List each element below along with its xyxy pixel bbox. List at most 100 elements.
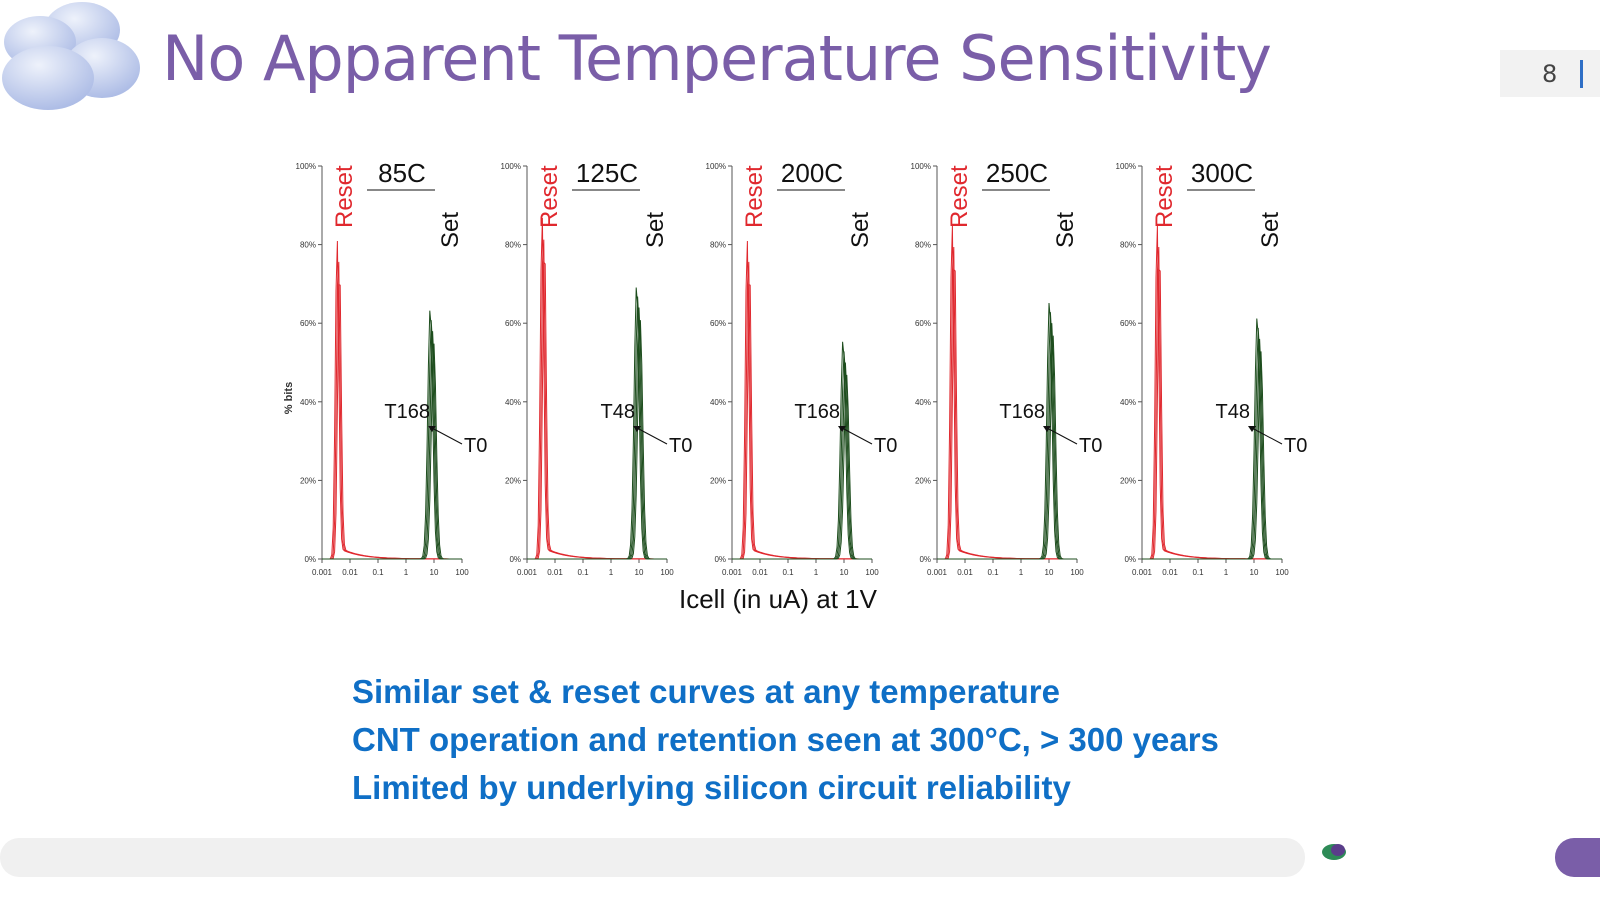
t0-label: T0 xyxy=(464,435,487,457)
arrow-head xyxy=(633,426,641,432)
x-tick-label: 0.001 xyxy=(722,568,743,577)
arrow-head xyxy=(1043,426,1051,432)
y-tick-label: 80% xyxy=(915,241,931,250)
reset-label: Reset xyxy=(1151,165,1178,228)
x-tick-label: 0.01 xyxy=(547,568,563,577)
time-label: T168 xyxy=(999,401,1045,423)
y-tick-label: 100% xyxy=(911,162,931,171)
x-tick-label: 0.1 xyxy=(577,568,589,577)
time-arrow xyxy=(1251,427,1283,445)
footer-logo-part xyxy=(1331,844,1345,856)
temperature-label: 300C xyxy=(1191,158,1253,188)
arrow-head xyxy=(838,426,846,432)
y-tick-label: 40% xyxy=(710,398,726,407)
y-tick-label: 80% xyxy=(710,241,726,250)
y-tick-label: 60% xyxy=(915,319,931,328)
temperature-label: 85C xyxy=(378,158,426,188)
y-tick-label: 20% xyxy=(710,476,726,485)
y-tick-label: 0% xyxy=(304,555,316,564)
set-label: Set xyxy=(1052,212,1079,248)
distribution-curve xyxy=(322,343,462,560)
x-tick-label: 0.001 xyxy=(927,568,948,577)
y-tick-label: 0% xyxy=(919,555,931,564)
x-tick-label: 0.1 xyxy=(1192,568,1204,577)
distribution-curve xyxy=(322,283,462,560)
time-label: T48 xyxy=(601,401,635,423)
x-tick-label: 0.1 xyxy=(782,568,794,577)
y-tick-label: 80% xyxy=(300,241,316,250)
x-tick-label: 0.001 xyxy=(1132,568,1153,577)
time-arrow xyxy=(841,427,873,445)
y-tick-label: 100% xyxy=(1116,162,1136,171)
time-arrow xyxy=(1046,427,1078,445)
time-label: T48 xyxy=(1216,401,1250,423)
y-tick-label: 100% xyxy=(501,162,521,171)
y-tick-label: 20% xyxy=(505,476,521,485)
t0-label: T0 xyxy=(669,435,692,457)
y-tick-label: 40% xyxy=(505,398,521,407)
x-tick-label: 0.1 xyxy=(372,568,384,577)
y-tick-label: 100% xyxy=(296,162,316,171)
bullet-list: Similar set & reset curves at any temper… xyxy=(352,668,1219,812)
time-arrow xyxy=(431,427,463,445)
y-tick-label: 0% xyxy=(1124,555,1136,564)
x-tick-label: 1 xyxy=(814,568,819,577)
x-tick-label: 1 xyxy=(1019,568,1024,577)
y-tick-label: 0% xyxy=(509,555,521,564)
y-tick-label: 60% xyxy=(300,319,316,328)
time-arrow xyxy=(636,427,668,445)
distribution-curve xyxy=(732,374,872,560)
time-label: T168 xyxy=(384,401,430,423)
y-tick-label: 20% xyxy=(300,476,316,485)
y-tick-label: 100% xyxy=(706,162,726,171)
x-tick-label: 100 xyxy=(1070,568,1084,577)
y-tick-label: 60% xyxy=(1120,319,1136,328)
y-tick-label: 40% xyxy=(915,398,931,407)
x-tick-label: 0.01 xyxy=(342,568,358,577)
distribution-curve xyxy=(527,320,667,560)
distribution-curve xyxy=(1142,351,1282,560)
t0-label: T0 xyxy=(1079,435,1102,457)
bullet: Limited by underlying silicon circuit re… xyxy=(352,769,1071,806)
t0-label: T0 xyxy=(874,435,897,457)
bullet: Similar set & reset curves at any temper… xyxy=(352,673,1061,710)
cloud-logo xyxy=(2,2,140,110)
arrow-head xyxy=(1248,426,1256,432)
x-axis-label: Icell (in uA) at 1V xyxy=(679,584,878,614)
x-tick-label: 100 xyxy=(865,568,879,577)
x-tick-label: 1 xyxy=(1224,568,1229,577)
x-tick-label: 10 xyxy=(1045,568,1054,577)
y-tick-label: 40% xyxy=(1120,398,1136,407)
t0-label: T0 xyxy=(1284,435,1307,457)
x-tick-label: 0.001 xyxy=(517,568,538,577)
distribution-curve xyxy=(322,331,462,560)
x-tick-label: 0.001 xyxy=(312,568,333,577)
temperature-label: 125C xyxy=(576,158,638,188)
distribution-curve xyxy=(937,268,1077,560)
set-label: Set xyxy=(1257,212,1284,248)
temperature-label: 200C xyxy=(781,158,843,188)
temperature-label: 250C xyxy=(986,158,1048,188)
set-label: Set xyxy=(437,212,464,248)
footer-bar xyxy=(0,838,1305,877)
y-tick-label: 60% xyxy=(505,319,521,328)
arrow-head xyxy=(428,426,436,432)
y-tick-label: 20% xyxy=(1120,476,1136,485)
x-tick-label: 100 xyxy=(660,568,674,577)
distribution-curve xyxy=(1142,268,1282,560)
page-number: 8 xyxy=(1542,60,1558,88)
page-bar xyxy=(1580,60,1583,88)
x-tick-label: 10 xyxy=(1250,568,1259,577)
x-tick-label: 0.01 xyxy=(752,568,768,577)
x-tick-label: 0.01 xyxy=(957,568,973,577)
reset-label: Reset xyxy=(946,165,973,228)
set-label: Set xyxy=(642,212,669,248)
footer-tab xyxy=(1555,838,1600,877)
x-tick-label: 0.1 xyxy=(987,568,999,577)
bullet: CNT operation and retention seen at 300°… xyxy=(352,721,1219,758)
figure: 100%80%60%40%20%0%0.001 0.01 0.1 1 10 100Rese… xyxy=(283,158,1307,614)
reset-label: Reset xyxy=(331,165,358,228)
reset-label: Reset xyxy=(741,165,768,228)
